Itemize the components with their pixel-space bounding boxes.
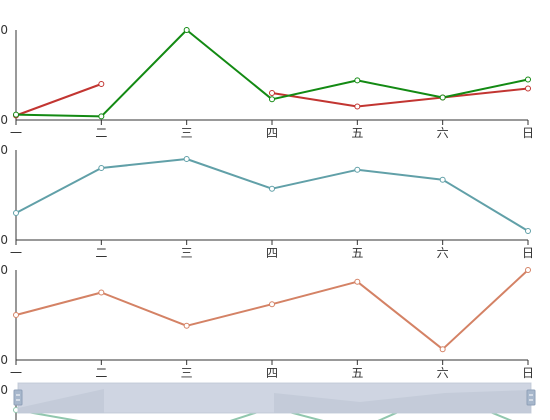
y-tick-label-max: 00 [0, 23, 8, 37]
x-tick-label: 五 [351, 126, 363, 140]
data-point[interactable] [354, 103, 361, 110]
data-zoom-handle-right-body[interactable] [526, 389, 536, 406]
y-tick-label-zero: 0 [0, 233, 8, 247]
x-tick-label: 日 [522, 246, 534, 260]
data-point[interactable] [269, 185, 275, 192]
data-point[interactable] [269, 90, 275, 96]
chart-panel-1: 000一二三四五六日 [0, 23, 534, 140]
x-tick-label: 六 [437, 126, 449, 140]
x-tick-label: 六 [437, 366, 449, 380]
data-point[interactable] [525, 228, 531, 234]
x-tick-label: 一 [10, 126, 22, 140]
y-tick-label-zero: 0 [0, 113, 8, 127]
x-tick-label: 二 [95, 246, 107, 260]
data-point[interactable] [354, 166, 361, 173]
data-zoom-handle-right[interactable] [526, 389, 536, 406]
x-tick-label: 日 [522, 126, 534, 140]
data-point[interactable] [269, 96, 275, 103]
data-point[interactable] [525, 76, 531, 83]
data-point[interactable] [98, 165, 105, 171]
data-zoom-handle-left-body[interactable] [13, 389, 23, 406]
data-point[interactable] [183, 27, 190, 33]
data-point[interactable] [183, 156, 190, 162]
x-tick-label: 三 [181, 126, 193, 140]
series-line-1 [15, 269, 529, 351]
x-tick-label: 一 [10, 246, 22, 260]
data-point[interactable] [98, 289, 105, 296]
x-tick-label: 一 [10, 366, 22, 380]
chart-panel-4: 00 [0, 382, 536, 420]
data-point[interactable] [439, 346, 446, 353]
chart-panel-3: 000一二三四五六日 [0, 263, 534, 380]
x-tick-label: 五 [351, 366, 363, 380]
data-point[interactable] [98, 113, 105, 120]
data-point[interactable] [525, 85, 531, 92]
data-zoom-slider[interactable] [13, 382, 536, 414]
data-point[interactable] [354, 278, 361, 285]
data-point[interactable] [439, 176, 446, 183]
data-point[interactable] [525, 267, 531, 273]
y-tick-label-max: 00 [0, 143, 8, 157]
y-tick-label-zero: 0 [0, 353, 8, 367]
x-tick-label: 三 [181, 246, 193, 260]
x-tick-label: 四 [266, 246, 278, 260]
x-tick-label: 二 [95, 366, 107, 380]
data-point[interactable] [183, 322, 190, 329]
data-point[interactable] [13, 210, 19, 216]
data-zoom-selection [18, 383, 531, 413]
y-tick-label-max: 00 [0, 263, 8, 277]
x-tick-label: 五 [351, 246, 363, 260]
series-line-1 [15, 83, 102, 117]
series-line-2 [15, 29, 529, 118]
data-point[interactable] [439, 94, 446, 101]
data-point[interactable] [13, 312, 19, 318]
y-tick-label-max: 00 [0, 383, 8, 397]
data-point[interactable] [98, 81, 105, 87]
x-tick-label: 日 [522, 366, 534, 380]
x-tick-label: 二 [95, 126, 107, 140]
chart-panel-2: 000一二三四五六日 [0, 143, 534, 260]
data-point[interactable] [13, 111, 19, 118]
series-line-1 [15, 158, 529, 232]
data-point[interactable] [269, 301, 275, 308]
series-line-1 [271, 87, 529, 108]
x-tick-label: 三 [181, 366, 193, 380]
data-zoom-handle-left[interactable] [13, 389, 23, 406]
data-point[interactable] [354, 77, 361, 84]
x-tick-label: 四 [266, 366, 278, 380]
x-tick-label: 六 [437, 246, 449, 260]
x-tick-label: 四 [266, 126, 278, 140]
